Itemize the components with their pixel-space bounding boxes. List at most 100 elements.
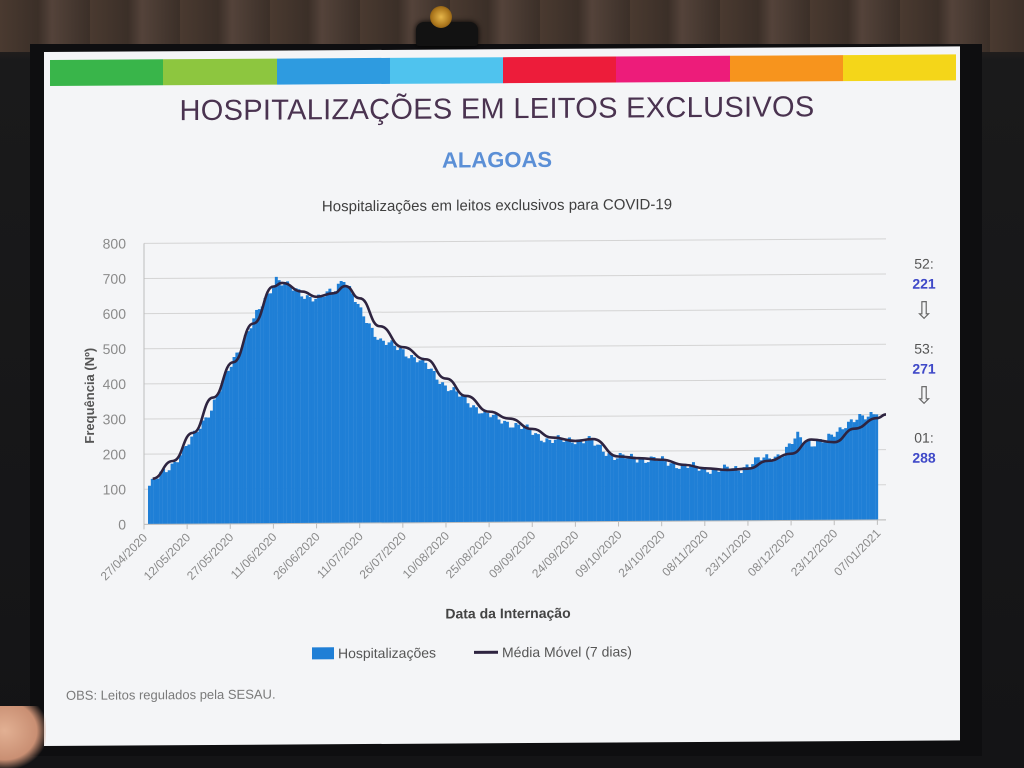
- bar: [804, 441, 808, 521]
- bar: [407, 358, 411, 523]
- bar: [486, 413, 490, 523]
- bar: [567, 437, 571, 522]
- bar: [649, 456, 653, 522]
- bar: [235, 352, 239, 524]
- bar: [573, 444, 577, 522]
- bar: [497, 419, 501, 523]
- bar: [632, 458, 636, 522]
- bar: [187, 444, 191, 525]
- bar: [280, 285, 284, 524]
- bar: [212, 399, 216, 524]
- bar: [458, 396, 462, 523]
- bar: [176, 462, 180, 525]
- bar: [762, 457, 766, 521]
- bar: [728, 470, 732, 521]
- bar: [635, 462, 639, 522]
- bar: [438, 383, 442, 523]
- bar: [255, 309, 259, 524]
- bar: [503, 420, 507, 523]
- bar: [150, 478, 154, 525]
- bar: [858, 414, 862, 521]
- bar: [765, 454, 769, 521]
- bar: [734, 466, 738, 521]
- bar: [624, 458, 628, 522]
- bar: [799, 437, 803, 521]
- bar: [198, 428, 202, 525]
- bar: [489, 417, 493, 523]
- bar: [844, 428, 848, 521]
- bar: [596, 444, 600, 522]
- bar: [384, 344, 388, 523]
- bar-series: [148, 276, 879, 525]
- bar: [601, 451, 605, 522]
- chart-legend: Hospitalizações Média Móvel (7 dias): [312, 643, 632, 661]
- bar: [226, 370, 230, 524]
- bar: [204, 417, 208, 525]
- bar: [410, 354, 414, 523]
- bar: [604, 455, 608, 522]
- bar: [539, 440, 543, 522]
- observation-note: OBS: Leitos regulados pela SESAU.: [66, 686, 276, 703]
- x-axis-label: Data da Internação: [445, 605, 570, 622]
- y-tick-label: 0: [118, 516, 126, 532]
- bar: [536, 434, 540, 522]
- bar: [875, 414, 879, 520]
- bar: [849, 419, 853, 521]
- bar: [610, 454, 614, 522]
- bar: [348, 286, 352, 524]
- bar: [745, 464, 749, 521]
- bar: [824, 440, 828, 521]
- bar: [582, 443, 586, 522]
- bar: [846, 421, 850, 521]
- bar: [367, 323, 371, 524]
- bar: [288, 286, 292, 524]
- bar: [460, 395, 464, 523]
- bar: [556, 435, 560, 522]
- bar: [201, 420, 205, 525]
- legend-label-bars: Hospitalizações: [338, 645, 436, 662]
- bar: [677, 468, 681, 522]
- hospitalization-chart: 0 100 200 300 400 500 600 700 800 27/04/202012/0…: [82, 235, 936, 661]
- projector-light: [430, 6, 452, 28]
- y-tick-label: 100: [103, 481, 127, 497]
- bar: [607, 453, 611, 522]
- bar: [548, 439, 552, 522]
- bar: [314, 298, 318, 524]
- bar: [480, 413, 484, 523]
- bar: [717, 471, 721, 521]
- bar: [350, 293, 354, 524]
- bar: [469, 407, 473, 523]
- bar: [353, 302, 357, 524]
- bar: [565, 438, 569, 522]
- bar: [455, 391, 459, 523]
- weekly-side-notes: 52: 221 ⇩ 53: 271 ⇩ 01: 288: [912, 256, 936, 466]
- bar: [680, 463, 684, 522]
- bar: [418, 360, 422, 523]
- y-tick-label: 800: [103, 235, 127, 251]
- bar: [164, 472, 168, 525]
- bar: [297, 289, 301, 524]
- bar: [827, 433, 831, 521]
- bar: [770, 461, 774, 521]
- bar: [711, 468, 715, 521]
- bar: [294, 288, 298, 524]
- y-tick-label: 700: [103, 271, 127, 287]
- bar: [379, 338, 383, 523]
- bar: [584, 440, 588, 522]
- bar: [173, 461, 177, 525]
- bar: [866, 416, 870, 520]
- bar: [832, 436, 836, 521]
- bar: [815, 440, 819, 521]
- slide: HOSPITALIZAÇÕES EM LEITOS EXCLUSIVOS ALA…: [44, 46, 960, 746]
- bar: [629, 453, 633, 522]
- bar: [703, 467, 707, 521]
- bar: [542, 442, 546, 522]
- bar: [579, 439, 583, 522]
- side-note-label: 01:: [914, 430, 933, 446]
- bar: [553, 439, 557, 522]
- bar: [274, 276, 278, 524]
- bar: [241, 345, 244, 524]
- bar: [708, 473, 712, 521]
- bar: [793, 438, 797, 521]
- bar: [466, 403, 470, 523]
